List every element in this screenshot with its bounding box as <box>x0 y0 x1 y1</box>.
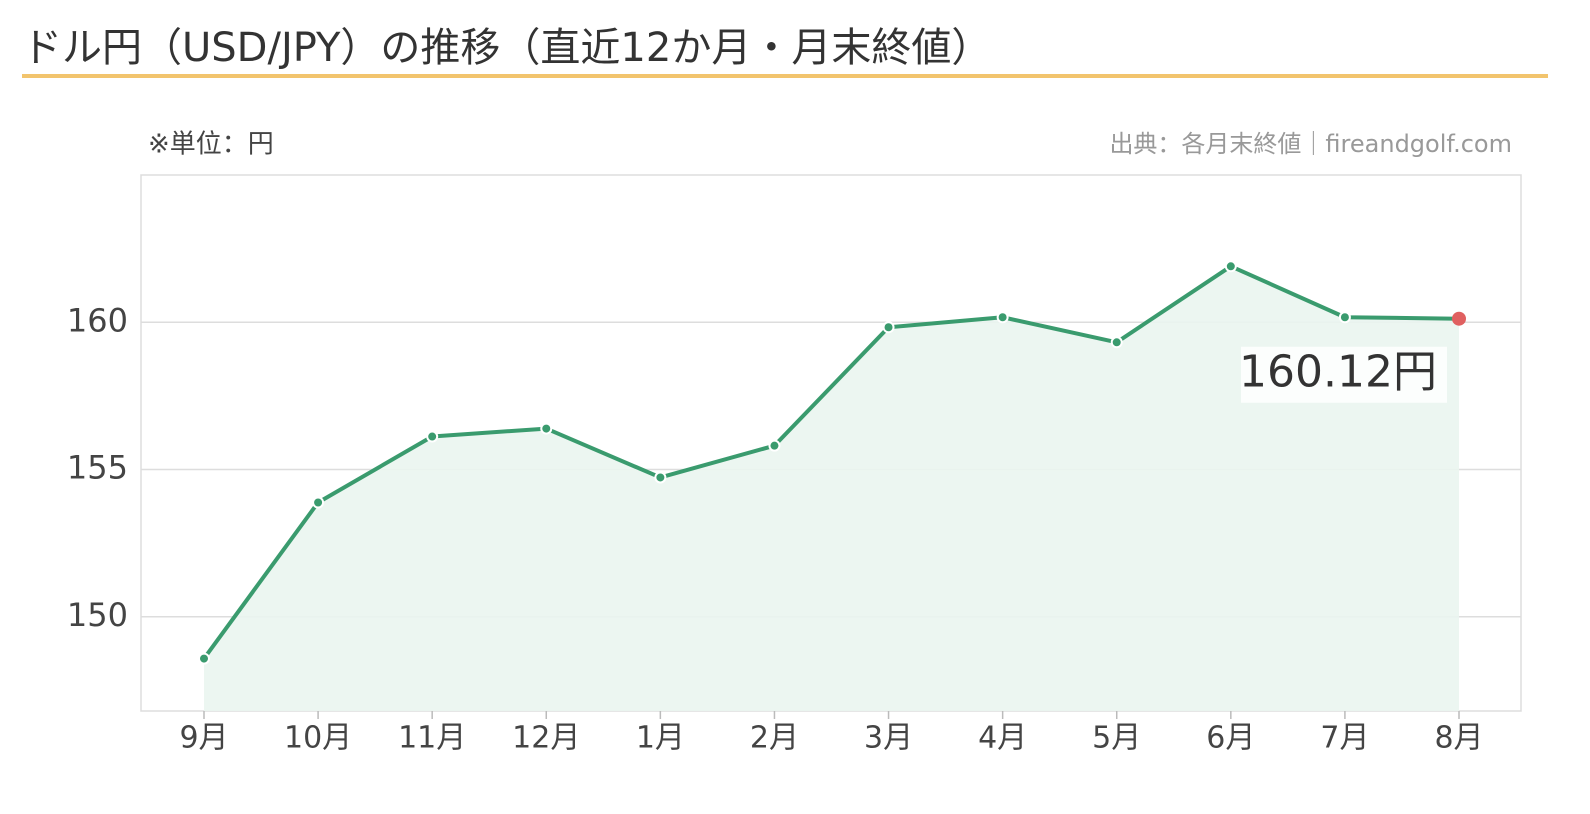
y-tick-label: 160 <box>67 301 128 339</box>
x-tick-label: 7月 <box>1320 721 1369 756</box>
x-tick-label: 9月 <box>179 721 228 756</box>
point <box>540 422 553 435</box>
y-tick-label: 155 <box>67 449 128 487</box>
x-tick-label: 10月 <box>284 721 352 756</box>
x-tick-label: 5月 <box>1092 721 1141 756</box>
point <box>996 311 1009 324</box>
point <box>1338 311 1351 324</box>
point <box>426 430 439 443</box>
point <box>1224 260 1237 273</box>
point <box>1452 311 1466 326</box>
source-note: 出典：各月末終値｜fireandgolf.com <box>1109 130 1512 158</box>
x-tick-label: 4月 <box>978 721 1027 756</box>
x-tick-label: 1月 <box>636 721 685 756</box>
x-tick-label: 6月 <box>1206 721 1255 756</box>
x-tick-label: 11月 <box>398 721 466 756</box>
value-label: 160.12円 <box>1239 347 1437 398</box>
point <box>1110 336 1123 349</box>
point <box>882 321 895 334</box>
x-tick-label: 2月 <box>750 721 799 756</box>
area <box>204 266 1459 711</box>
y-tick-label: 150 <box>67 596 128 634</box>
line <box>202 264 1460 660</box>
unit-note: ※単位：円 <box>148 130 274 160</box>
point <box>198 652 210 665</box>
x-tick-label: 8月 <box>1434 721 1483 756</box>
x-tick-label: 3月 <box>864 721 913 756</box>
point <box>654 471 667 484</box>
point <box>312 496 325 509</box>
point <box>768 439 781 452</box>
x-tick-label: 12月 <box>512 721 580 756</box>
chart-title: ドル円（USD/JPY）の推移（直近12か月・月末終値） <box>22 25 991 71</box>
label-bg <box>1241 346 1447 403</box>
